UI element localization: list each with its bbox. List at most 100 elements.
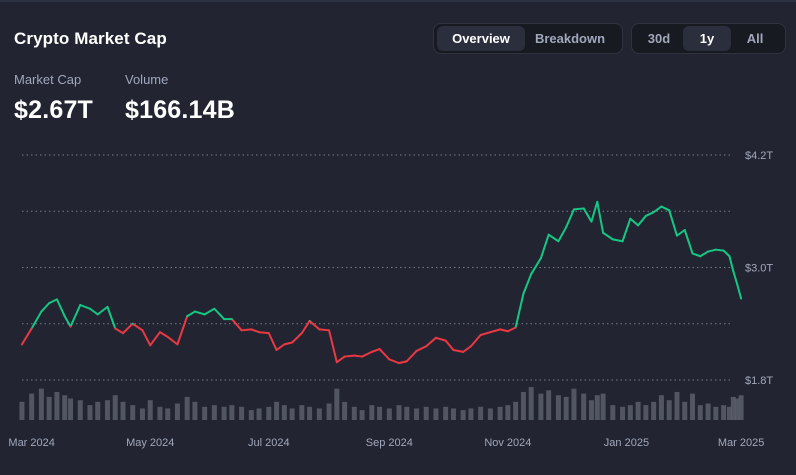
line-segment-43 — [398, 360, 408, 365]
line-segment-64 — [582, 207, 593, 223]
data-point-40 — [370, 350, 373, 353]
line-segment-35 — [328, 329, 338, 364]
volume-bars — [19, 387, 744, 420]
data-point-46 — [425, 345, 428, 348]
data-point-50 — [462, 350, 465, 353]
data-point-79 — [699, 255, 702, 258]
y-tick-label-2: $4.2T — [745, 150, 773, 162]
range-1y-button[interactable]: 1y — [683, 26, 731, 51]
volume-bar-1 — [29, 393, 35, 420]
volume-bar-17 — [165, 408, 171, 420]
line-segment-17 — [166, 335, 179, 346]
data-point-0 — [21, 343, 23, 346]
volume-bar-67 — [600, 393, 606, 420]
data-point-67 — [602, 231, 605, 234]
line-segment-16 — [158, 331, 169, 338]
range-30d-button[interactable]: 30d — [647, 31, 671, 46]
volume-bar-21 — [202, 406, 208, 420]
data-point-68 — [611, 238, 614, 241]
x-tick-label-2: Jul 2024 — [248, 437, 290, 449]
data-point-52 — [479, 334, 482, 336]
line-segment-53 — [489, 328, 502, 334]
line-segment-52 — [479, 331, 492, 336]
x-tick-label-3: Sep 2024 — [366, 437, 413, 449]
tab-overview[interactable]: Overview — [437, 26, 525, 51]
line-segment-65 — [590, 200, 599, 223]
data-point-83 — [728, 255, 731, 258]
volume-bar-6 — [68, 398, 74, 420]
volume-bar-23 — [221, 406, 227, 420]
volume-bar-43 — [396, 405, 402, 420]
data-point-4 — [56, 298, 58, 301]
data-point-22 — [213, 307, 216, 310]
volume-bar-44 — [404, 406, 410, 420]
volume-bar-25 — [239, 406, 245, 420]
volume-bar-57 — [520, 391, 526, 420]
data-point-25 — [240, 329, 243, 332]
data-point-78 — [691, 252, 694, 255]
data-point-29 — [275, 349, 278, 351]
data-point-30 — [283, 343, 286, 346]
volume-bar-70 — [627, 405, 633, 420]
volume-label: Volume — [125, 72, 169, 87]
line-segment-67 — [602, 231, 614, 241]
volume-bar-3 — [46, 396, 52, 420]
line-segment-63 — [572, 207, 585, 211]
line-segment-10 — [106, 305, 117, 330]
volume-bar-66 — [594, 395, 600, 420]
line-segment-15 — [149, 331, 161, 347]
line-segment-31 — [291, 332, 303, 344]
data-point-76 — [676, 234, 678, 237]
line-segment-21 — [203, 307, 216, 316]
volume-bar-2 — [38, 388, 44, 420]
line-segment-85 — [736, 283, 743, 300]
volume-bar-51 — [468, 408, 474, 420]
line-segment-30 — [283, 341, 294, 346]
range-all-button[interactable]: All — [746, 31, 764, 46]
market-cap-stat: Market Cap $2.67T — [14, 72, 93, 125]
x-axis: Mar 2024 May 2024 Jul 2024 Sep 2024 Nov 2024… — [8, 437, 764, 449]
line-segment-55 — [506, 326, 517, 333]
line-segment-48 — [444, 339, 455, 351]
x-tick-label-1: May 2024 — [126, 437, 174, 449]
line-segment-58 — [530, 257, 542, 276]
line-segment-57 — [522, 273, 533, 295]
volume-bar-18 — [174, 403, 180, 420]
data-point-20 — [194, 310, 196, 313]
data-point-64 — [582, 207, 585, 210]
volume-bar-42 — [386, 408, 392, 420]
volume-bar-49 — [450, 408, 456, 420]
line-segment-72 — [644, 211, 655, 217]
line-segment-1 — [30, 310, 43, 330]
line-segment-77 — [683, 229, 694, 255]
data-point-69 — [621, 240, 624, 243]
data-point-33 — [308, 320, 311, 322]
volume-bar-12 — [120, 401, 126, 420]
line-segment-26 — [250, 328, 261, 334]
line-segment-56 — [514, 292, 525, 329]
line-segment-9 — [96, 305, 109, 316]
data-point-13 — [131, 322, 134, 325]
volume-bar-38 — [351, 406, 357, 420]
volume-bar-54 — [497, 406, 503, 420]
data-point-34 — [318, 328, 321, 331]
volume-bar-28 — [266, 406, 272, 420]
tab-breakdown[interactable]: Breakdown — [534, 31, 606, 46]
line-segment-75 — [668, 209, 678, 237]
volume-bar-15 — [147, 400, 153, 420]
data-point-32 — [300, 332, 303, 335]
line-segment-11 — [114, 327, 125, 335]
line-segment-79 — [699, 250, 710, 258]
volume-bar-74 — [658, 395, 664, 420]
data-point-26 — [250, 328, 253, 331]
data-point-38 — [353, 354, 356, 357]
volume-bar-59 — [538, 393, 544, 420]
data-point-63 — [573, 208, 575, 211]
data-point-56 — [514, 326, 517, 329]
line-segment-59 — [539, 233, 550, 260]
volume-bar-65 — [588, 400, 594, 420]
volume-bar-7 — [77, 400, 83, 420]
volume-bar-69 — [620, 406, 626, 420]
data-point-51 — [470, 345, 472, 348]
